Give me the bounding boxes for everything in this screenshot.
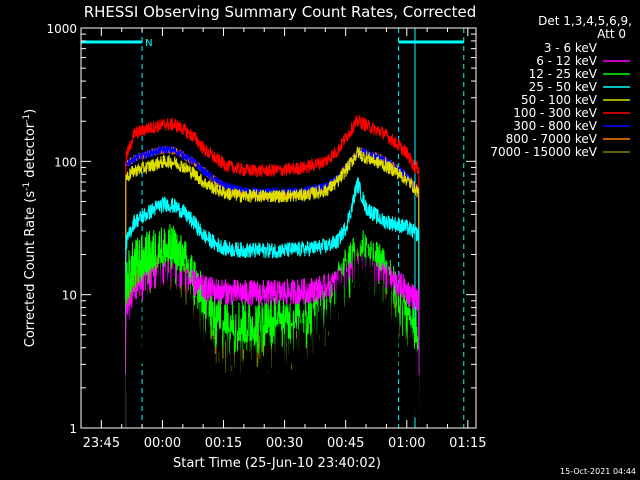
- y-axis-label-mid: detector: [23, 122, 38, 182]
- y-tick-label: 1000: [46, 22, 77, 36]
- x-axis: 23:45 00:00 00:15 00:30 00:45 01:00 01:15: [80, 28, 487, 451]
- y-axis-label-sup2: -1: [22, 114, 32, 123]
- series-line: [125, 146, 420, 429]
- x-axis-label: Start Time (25-Jun-10 23:40:02): [173, 456, 381, 471]
- legend-header-line-1: Det 1,3,4,5,6,9,: [538, 14, 632, 28]
- y-axis-label-main: Corrected Count Rate (s: [23, 191, 38, 348]
- legend-label: 3 - 6 keV: [544, 41, 598, 55]
- series-lines: [125, 115, 420, 429]
- legend-label: 12 - 25 keV: [529, 67, 598, 81]
- y-axis: 1 10 100 1000: [46, 22, 476, 436]
- x-tick-label: 00:45: [327, 436, 364, 451]
- plot-frame: [80, 27, 477, 429]
- series-line: [125, 115, 420, 429]
- legend-header-line-2: Att 0: [597, 27, 626, 41]
- x-tick-label: 00:15: [205, 436, 242, 451]
- series-line: [125, 145, 420, 429]
- legend-label: 50 - 100 keV: [521, 93, 598, 107]
- legend-label: 800 - 7000 keV: [506, 132, 598, 146]
- x-tick-label: 00:30: [266, 436, 303, 451]
- y-axis-label-sup1: -1: [22, 182, 32, 191]
- legend-label: 300 - 800 keV: [513, 119, 597, 133]
- y-tick-label: 10: [62, 289, 77, 303]
- x-tick-label: 00:00: [144, 436, 181, 451]
- legend-label: 100 - 300 keV: [513, 106, 597, 120]
- x-tick-label: 01:15: [449, 436, 486, 451]
- night-marker-label: N: [145, 38, 152, 49]
- y-axis-label: Corrected Count Rate (s-1 detector-1): [22, 109, 38, 347]
- legend-label: 7000 - 15000 keV: [490, 145, 597, 159]
- y-tick-label: 100: [54, 155, 77, 169]
- x-tick-label: 23:45: [83, 436, 120, 451]
- timestamp: 15-Oct-2021 04:44: [560, 467, 636, 476]
- y-tick-label: 1: [69, 422, 77, 436]
- chart-title: RHESSI Observing Summary Count Rates, Co…: [84, 3, 477, 21]
- legend-label: 6 - 12 keV: [536, 54, 598, 68]
- legend-label: 25 - 50 keV: [529, 80, 598, 94]
- x-tick-label: 01:00: [388, 436, 425, 451]
- series-line: [125, 241, 420, 429]
- y-axis-label-end: ): [23, 109, 38, 114]
- series-line: [125, 177, 420, 429]
